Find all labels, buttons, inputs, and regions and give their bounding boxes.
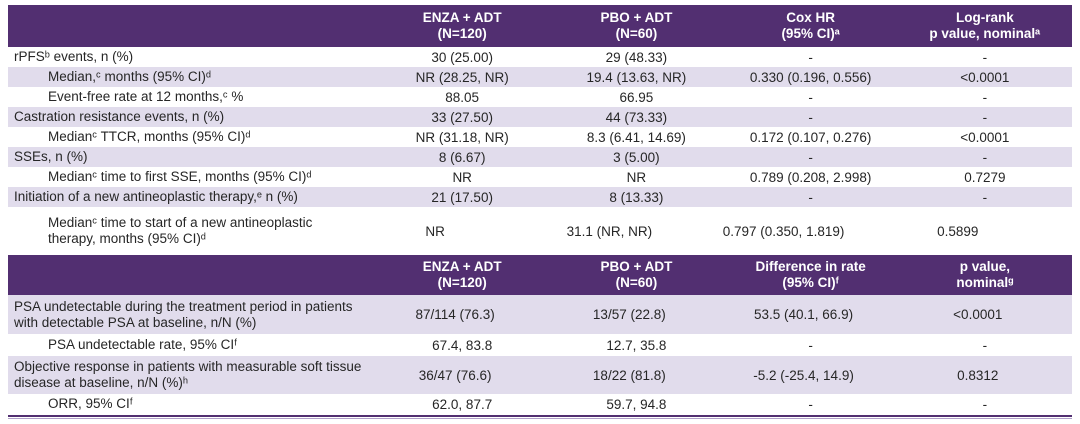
header-enza-adt: ENZA + ADT (N=120) bbox=[422, 259, 502, 290]
row-psa-undetectable: PSA undetectable during the treatment pe… bbox=[8, 295, 1072, 334]
cell-diff: - bbox=[808, 337, 813, 353]
cell-enza: NR bbox=[425, 223, 445, 239]
cell-hr: 0.797 (0.350, 1.819) bbox=[722, 223, 845, 239]
row-castration-resistance-events: Castration resistance events, n (%) 33 (… bbox=[8, 107, 1072, 127]
row-label: ORR, 95% CIᶠ bbox=[48, 396, 133, 411]
cell-diff: -5.2 (-25.4, 14.9) bbox=[753, 367, 854, 383]
row-label: rPFSᵇ events, n (%) bbox=[14, 49, 134, 64]
cell-pbo: 59.7, 94.8 bbox=[606, 396, 667, 412]
row-label: Median,ᶜ months (95% CI)ᵈ bbox=[48, 69, 211, 84]
cell-pvalue: 0.5899 bbox=[937, 223, 979, 239]
header-empty-cell bbox=[8, 255, 375, 295]
cell-pvalue: - bbox=[982, 396, 988, 412]
header-logrank-pvalue: Log-rank p value, nominalᵃ bbox=[929, 10, 1041, 41]
row-median-new-therapy-start: Medianᶜ time to start of a new antineopl… bbox=[8, 207, 1072, 255]
border-line-gap bbox=[8, 417, 1072, 418]
row-sses: SSEs, n (%) 8 (6.67) 3 (5.00) - - bbox=[8, 147, 1072, 167]
cell-pbo: 13/57 (22.8) bbox=[592, 307, 666, 322]
row-rpfs-events: rPFSᵇ events, n (%) 30 (25.00) 29 (48.33… bbox=[8, 47, 1072, 67]
cell-hr: 0.172 (0.107, 0.276) bbox=[749, 129, 872, 145]
row-label: Event-free rate at 12 months,ᶜ % bbox=[48, 89, 244, 104]
cell-pbo: 8.3 (6.41, 14.69) bbox=[586, 129, 686, 145]
table-header-time-to-event: ENZA + ADT (N=120) PBO + ADT (N=60) Cox … bbox=[8, 5, 1072, 47]
cell-pbo: 44 (73.33) bbox=[605, 109, 668, 125]
row-label: SSEs, n (%) bbox=[14, 149, 88, 164]
row-psa-undetectable-rate: PSA undetectable rate, 95% CIᶠ 67.4, 83.… bbox=[8, 334, 1072, 356]
row-label: Medianᶜ time to start of a new antineopl… bbox=[48, 215, 313, 246]
row-label: Castration resistance events, n (%) bbox=[14, 109, 225, 124]
cell-enza: NR bbox=[452, 169, 472, 185]
efficacy-results-table: ENZA + ADT (N=120) PBO + ADT (N=60) Cox … bbox=[8, 5, 1072, 419]
cell-pvalue: - bbox=[982, 189, 988, 205]
row-new-therapy-initiation: Initiation of a new antineoplastic thera… bbox=[8, 187, 1072, 207]
cell-pvalue: - bbox=[982, 49, 988, 65]
cell-pbo: 66.95 bbox=[619, 89, 654, 105]
table-header-response-rates: ENZA + ADT (N=120) PBO + ADT (N=60) Diff… bbox=[8, 255, 1072, 295]
cell-pbo: 29 (48.33) bbox=[605, 49, 668, 65]
cell-hr: 0.789 (0.208, 2.998) bbox=[749, 169, 872, 185]
header-pbo-adt: PBO + ADT (N=60) bbox=[600, 10, 673, 41]
cell-hr: - bbox=[808, 149, 813, 165]
table-bottom-border bbox=[8, 415, 1072, 419]
border-line-light bbox=[8, 418, 1072, 419]
cell-pbo: 31.1 (NR, NR) bbox=[566, 223, 653, 239]
cell-hr: - bbox=[808, 189, 813, 205]
cell-pvalue: - bbox=[982, 109, 988, 125]
cell-enza: 67.4, 83.8 bbox=[432, 337, 493, 353]
header-cox-hr: Cox HR (95% CI)ᵃ bbox=[781, 10, 840, 41]
cell-pbo: 12.7, 35.8 bbox=[606, 337, 667, 353]
header-empty-cell bbox=[8, 5, 375, 47]
cell-enza: 36/47 (76.6) bbox=[418, 367, 492, 383]
cell-pvalue: - bbox=[982, 149, 988, 165]
cell-diff: - bbox=[808, 396, 813, 412]
row-orr: ORR, 95% CIᶠ 62.0, 87.7 59.7, 94.8 - - bbox=[8, 394, 1072, 414]
cell-pvalue: <0.0001 bbox=[960, 129, 1010, 145]
header-difference-in-rate: Difference in rate (95% CI)ᶠ bbox=[755, 259, 866, 290]
cell-enza: 8 (6.67) bbox=[438, 149, 486, 165]
row-event-free-rate: Event-free rate at 12 months,ᶜ % 88.05 6… bbox=[8, 87, 1072, 107]
cell-pbo: 18/22 (81.8) bbox=[592, 367, 666, 383]
cell-hr: - bbox=[808, 89, 813, 105]
cell-pvalue: <0.0001 bbox=[960, 69, 1010, 85]
row-label: Objective response in patients with meas… bbox=[14, 359, 362, 390]
cell-enza: 21 (17.50) bbox=[431, 189, 493, 205]
cell-hr: 0.330 (0.196, 0.556) bbox=[749, 69, 872, 85]
cell-pbo: NR bbox=[626, 169, 647, 185]
row-label: Medianᶜ time to first SSE, months (95% C… bbox=[48, 169, 312, 184]
header-pvalue-nominal: p value, nominalᵍ bbox=[956, 259, 1014, 290]
header-enza-adt: ENZA + ADT (N=120) bbox=[422, 10, 502, 41]
cell-pvalue: 0.7279 bbox=[964, 169, 1006, 185]
row-label: Medianᶜ TTCR, months (95% CI)ᵈ bbox=[48, 129, 251, 144]
header-pbo-adt: PBO + ADT (N=60) bbox=[600, 259, 673, 290]
cell-hr: - bbox=[808, 49, 813, 65]
cell-enza: 33 (27.50) bbox=[431, 109, 493, 125]
row-label: PSA undetectable during the treatment pe… bbox=[14, 298, 353, 330]
cell-pvalue: 0.8312 bbox=[957, 367, 999, 383]
cell-enza: 88.05 bbox=[445, 89, 480, 105]
row-median-first-sse: Medianᶜ time to first SSE, months (95% C… bbox=[8, 167, 1072, 187]
cell-enza: 62.0, 87.7 bbox=[432, 396, 493, 412]
row-rpfs-median: Median,ᶜ months (95% CI)ᵈ NR (28.25, NR)… bbox=[8, 67, 1072, 87]
cell-enza: NR (28.25, NR) bbox=[415, 69, 509, 85]
cell-pvalue: <0.0001 bbox=[953, 307, 1003, 322]
cell-diff: 53.5 (40.1, 66.9) bbox=[754, 307, 854, 322]
cell-hr: - bbox=[808, 109, 813, 125]
cell-pbo: 19.4 (13.63, NR) bbox=[586, 69, 687, 85]
cell-pbo: 8 (13.33) bbox=[609, 189, 664, 205]
row-median-ttcr: Medianᶜ TTCR, months (95% CI)ᵈ NR (31.18… bbox=[8, 127, 1072, 147]
row-label: Initiation of a new antineoplastic thera… bbox=[14, 189, 298, 204]
cell-pvalue: - bbox=[982, 337, 988, 353]
cell-enza: NR (31.18, NR) bbox=[415, 129, 509, 145]
cell-pbo: 3 (5.00) bbox=[613, 149, 660, 165]
cell-pvalue: - bbox=[982, 89, 988, 105]
row-label: PSA undetectable rate, 95% CIᶠ bbox=[48, 337, 238, 352]
border-line-dark bbox=[8, 415, 1072, 417]
cell-enza: 30 (25.00) bbox=[431, 49, 493, 65]
cell-enza: 87/114 (76.3) bbox=[415, 307, 495, 322]
row-objective-response: Objective response in patients with meas… bbox=[8, 356, 1072, 394]
